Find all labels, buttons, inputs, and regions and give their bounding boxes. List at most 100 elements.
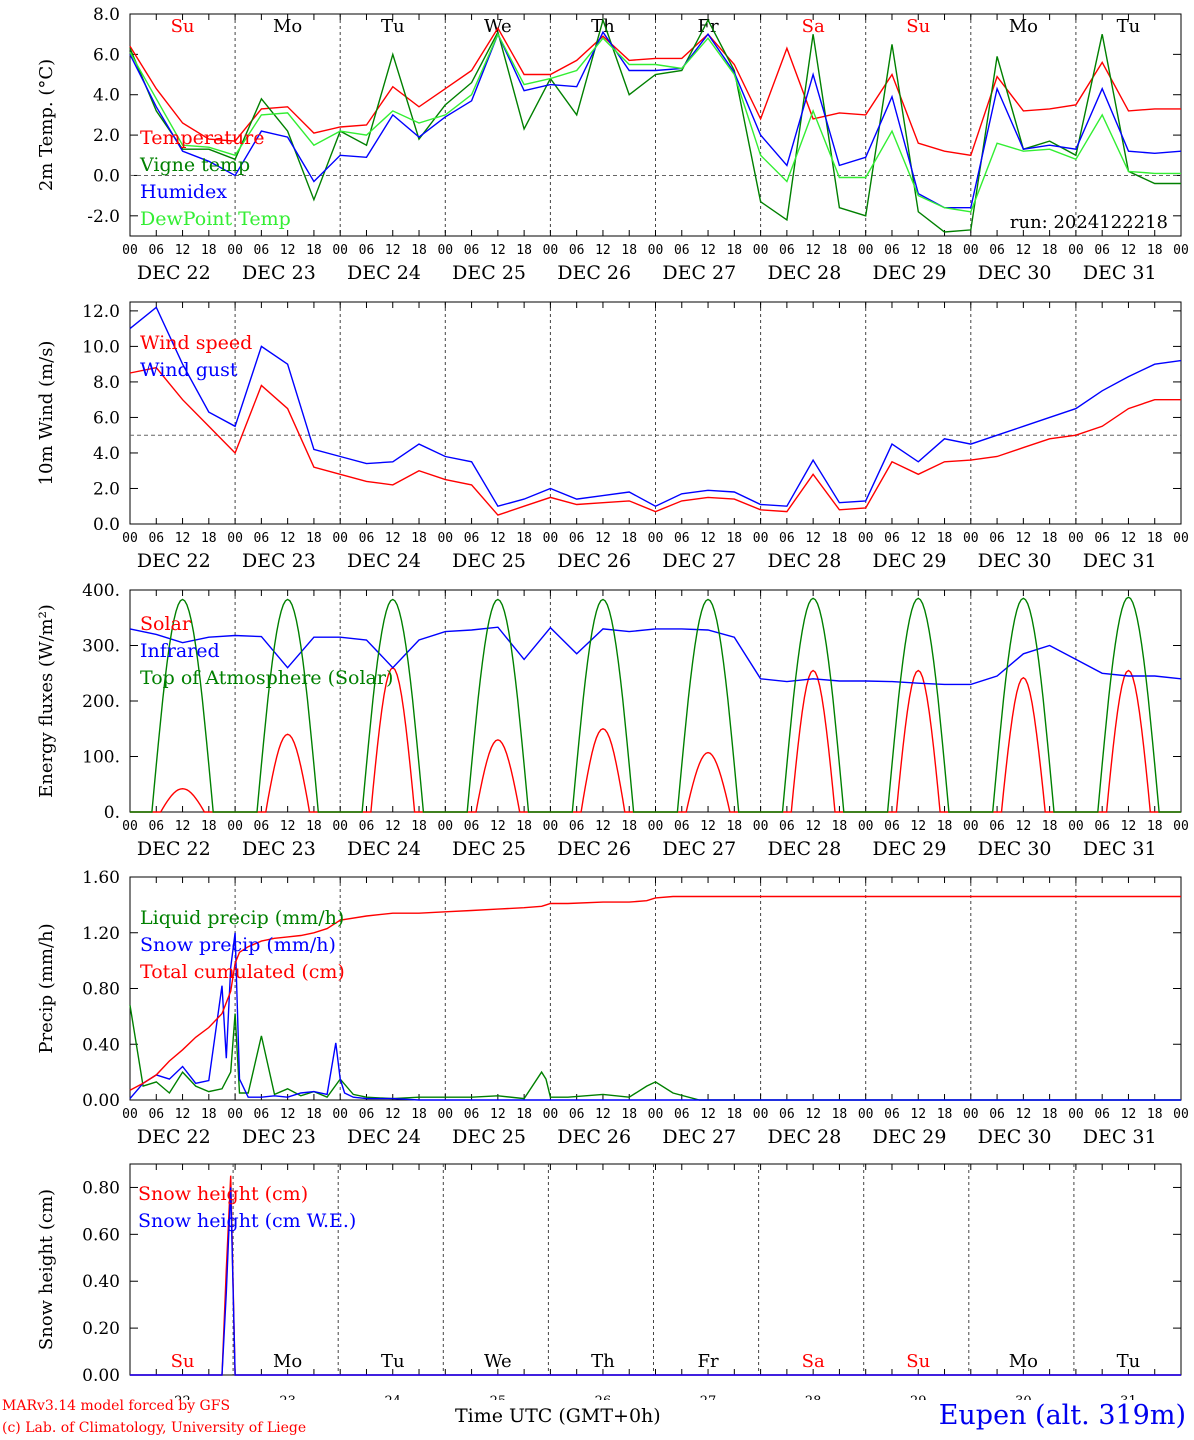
- date-label: DEC 23: [242, 550, 316, 572]
- legend-label: Snow height (cm): [138, 1183, 308, 1205]
- y-axis-label: 2m Temp. (°C): [36, 59, 57, 191]
- x-tick-label: 00: [753, 1107, 769, 1122]
- y-tick-label: 0.00: [82, 1091, 120, 1111]
- date-label: DEC 26: [557, 838, 631, 860]
- x-tick-label: 00: [648, 531, 664, 546]
- x-tick-label: 00: [122, 819, 138, 834]
- x-tick-label: 18: [1042, 1107, 1058, 1122]
- date-label: DEC 24: [347, 838, 421, 860]
- x-tick-label: 12: [910, 531, 926, 546]
- x-tick-label: 12: [280, 243, 296, 258]
- x-tick-label: 18: [306, 243, 322, 258]
- x-tick-label: 00: [648, 243, 664, 258]
- x-tick-label: 12: [175, 819, 191, 834]
- lab-credit-text: (c) Lab. of Climatology, University of L…: [2, 1420, 307, 1436]
- date-label: DEC 25: [452, 262, 526, 284]
- x-tick-label: 00: [227, 1107, 243, 1122]
- weekday-label: Mo: [273, 16, 302, 37]
- x-tick-label: 12: [805, 243, 821, 258]
- x-tick-label: 00: [648, 819, 664, 834]
- x-tick-label: 18: [516, 243, 532, 258]
- series-line-total-cumulated-cm-: [129, 895, 1181, 1091]
- x-tick-label: 18: [621, 1107, 637, 1122]
- legend-label: Snow height (cm W.E.): [138, 1210, 356, 1232]
- x-tick-label: 06: [1094, 1107, 1110, 1122]
- x-tick-label: 06: [569, 243, 585, 258]
- day-number-label: 23: [279, 1394, 296, 1400]
- series-line-wind-speed: [129, 366, 1181, 516]
- x-tick-label: 18: [201, 243, 217, 258]
- x-tick-label: 12: [175, 243, 191, 258]
- weekday-label: Su: [906, 16, 930, 37]
- x-tick-label: 06: [254, 819, 270, 834]
- x-tick-label: 18: [937, 531, 953, 546]
- x-tick-label: 18: [411, 243, 427, 258]
- x-tick-label: 12: [910, 1107, 926, 1122]
- weekday-label: Su: [171, 1351, 195, 1372]
- x-tick-label: 00: [1173, 819, 1189, 834]
- x-tick-label: 12: [595, 1107, 611, 1122]
- date-label: DEC 28: [767, 1126, 841, 1148]
- x-tick-label: 12: [280, 819, 296, 834]
- x-tick-label: 18: [1147, 243, 1163, 258]
- x-tick-label: 00: [543, 243, 559, 258]
- x-tick-label: 00: [858, 1107, 874, 1122]
- weekday-label: Tu: [381, 1351, 405, 1372]
- x-tick-label: 12: [490, 243, 506, 258]
- y-tick-label: -2.0: [87, 207, 120, 227]
- x-tick-label: 06: [674, 243, 690, 258]
- x-tick-label: 06: [148, 531, 164, 546]
- x-tick-label: 00: [122, 243, 138, 258]
- y-tick-label: 6.0: [93, 45, 120, 65]
- x-tick-label: 00: [963, 531, 979, 546]
- y-tick-label: 8.0: [93, 5, 120, 25]
- x-tick-label: 06: [464, 1107, 480, 1122]
- x-tick-label: 06: [989, 1107, 1005, 1122]
- date-label: DEC 22: [137, 1126, 211, 1148]
- date-label: DEC 30: [978, 262, 1052, 284]
- series-line-humidex: [129, 30, 1182, 209]
- date-label: DEC 28: [767, 838, 841, 860]
- x-tick-label: 00: [1068, 819, 1084, 834]
- x-tick-label: 18: [726, 1107, 742, 1122]
- x-tick-label: 06: [359, 243, 375, 258]
- x-tick-label: 18: [832, 1107, 848, 1122]
- day-number-label: 31: [1120, 1394, 1137, 1400]
- x-tick-label: 06: [569, 531, 585, 546]
- x-tick-label: 06: [569, 819, 585, 834]
- y-tick-label: 0.60: [82, 1225, 120, 1245]
- x-tick-label: 06: [884, 243, 900, 258]
- date-label: DEC 28: [767, 550, 841, 572]
- x-tick-label: 00: [648, 1107, 664, 1122]
- x-tick-label: 18: [726, 243, 742, 258]
- legend-label: Top of Atmosphere (Solar): [140, 667, 393, 689]
- weekday-label: We: [484, 16, 512, 37]
- x-tick-label: 00: [122, 1107, 138, 1122]
- day-number-label: 27: [700, 1394, 717, 1400]
- legend-label: Liquid precip (mm/h): [140, 907, 344, 929]
- x-tick-label: 12: [280, 1107, 296, 1122]
- legend-label: Solar: [140, 613, 192, 635]
- date-label: DEC 27: [662, 838, 736, 860]
- y-tick-label: 0.20: [82, 1319, 120, 1339]
- legend-label: Humidex: [140, 181, 227, 203]
- weekday-label: Mo: [273, 1351, 302, 1372]
- legend-label: Wind gust: [140, 359, 238, 381]
- y-tick-label: 0.40: [82, 1035, 120, 1055]
- x-tick-label: 00: [753, 531, 769, 546]
- x-tick-label: 12: [700, 819, 716, 834]
- x-tick-label: 18: [516, 1107, 532, 1122]
- x-tick-label: 06: [779, 1107, 795, 1122]
- x-tick-label: 12: [805, 1107, 821, 1122]
- weekday-label: Mo: [1009, 16, 1038, 37]
- x-tick-label: 06: [674, 819, 690, 834]
- y-tick-label: 4.0: [93, 86, 120, 106]
- date-label: DEC 22: [137, 262, 211, 284]
- y-tick-label: 4.0: [93, 444, 120, 464]
- date-label: DEC 29: [873, 1126, 947, 1148]
- day-number-label: 29: [910, 1394, 927, 1400]
- y-tick-label: 0.: [104, 803, 120, 823]
- y-axis-label: 10m Wind (m/s): [36, 341, 57, 486]
- y-tick-label: 2.0: [93, 126, 120, 146]
- x-tick-label: 18: [621, 243, 637, 258]
